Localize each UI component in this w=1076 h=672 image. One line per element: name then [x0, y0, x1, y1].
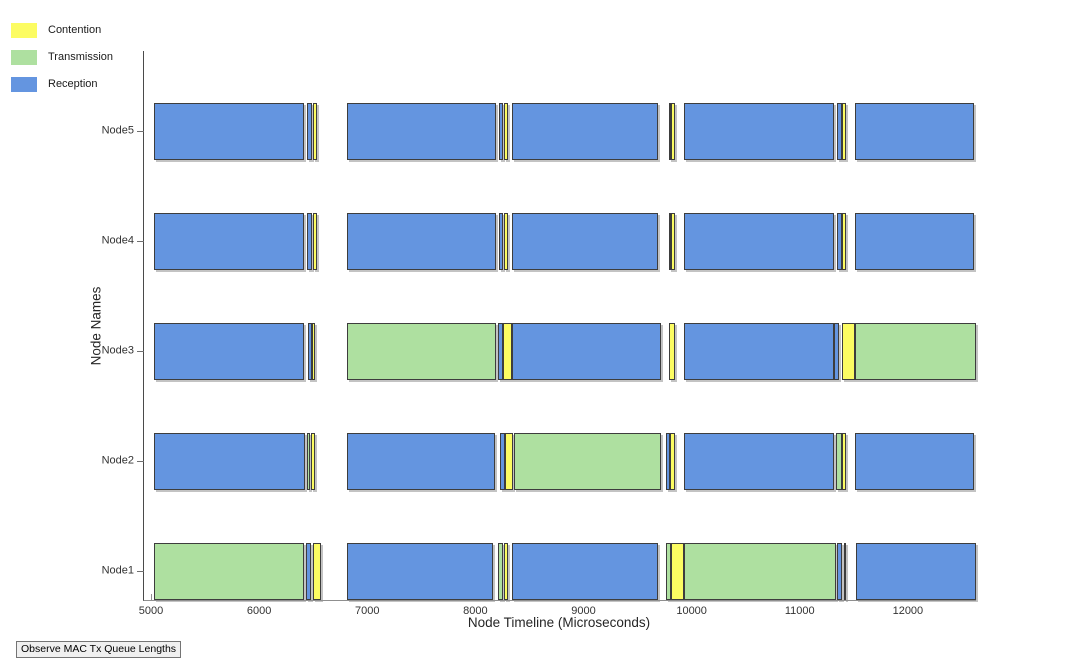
timeline-segment-contention: [841, 322, 855, 380]
timeline-segment-reception: [347, 102, 496, 160]
legend-item-label: Reception: [48, 78, 98, 90]
timeline-segment-reception: [512, 542, 659, 600]
timeline-segment-reception: [512, 102, 659, 160]
contention-swatch-icon: [11, 23, 37, 38]
timeline-segment-reception: [154, 322, 304, 380]
timeline-segment-reception: [154, 102, 304, 160]
timeline-segment-reception: [154, 432, 306, 490]
timeline-segment-reception: [854, 432, 974, 490]
timeline-segment-contention: [311, 322, 316, 380]
timeline-segment-transmission: [154, 542, 304, 600]
timeline-segment-reception: [684, 212, 834, 270]
timeline-segment-reception: [837, 212, 842, 270]
x-tick-label: 11000: [784, 605, 815, 617]
timeline-segment-contention: [502, 322, 513, 380]
timeline-segment-reception: [837, 542, 842, 600]
x-tick-label: 6000: [246, 605, 272, 617]
y-tick-mark: [137, 241, 144, 242]
timeline-segment-contention: [841, 432, 846, 490]
y-tick-mark: [137, 351, 144, 352]
y-tick-label-node5: Node5: [101, 124, 134, 137]
timeline-segment-contention: [670, 212, 675, 270]
timeline-segment-reception: [684, 322, 834, 380]
timeline-segment-contention: [670, 102, 675, 160]
x-tick-label: 7000: [355, 605, 380, 617]
transmission-swatch-icon: [11, 50, 37, 65]
y-axis-label: Node Names: [88, 286, 104, 366]
y-tick-label-node4: Node4: [101, 234, 134, 247]
timeline-segment-transmission: [513, 432, 661, 490]
timeline-segment-reception: [307, 322, 312, 380]
timeline-segment-contention: [841, 212, 846, 270]
x-tick-label: 5000: [138, 605, 164, 617]
y-tick-label-node2: Node2: [101, 454, 134, 467]
timeline-segment-contention: [669, 432, 675, 490]
plot-area: 5000 6000 7000 8000 9000 10000 11000 12000 Node5…: [102, 51, 976, 617]
timeline-segment-contention: [504, 212, 508, 270]
x-tick-label: 9000: [571, 605, 596, 617]
x-tick-mark: [151, 594, 153, 600]
timeline-segment-reception: [306, 212, 313, 270]
timeline-segment-transmission: [498, 542, 504, 600]
y-tick-mark: [137, 571, 144, 572]
timeline-segment-contention: [670, 542, 685, 600]
y-tick-mark: [137, 461, 144, 462]
timeline-segment-contention: [504, 102, 508, 160]
y-tick-mark: [137, 131, 144, 132]
timeline-segment-contention: [311, 432, 316, 490]
y-tick-label-node3: Node3: [101, 344, 134, 357]
y-tick-label-node1: Node1: [101, 564, 134, 577]
timeline-segment-transmission: [684, 542, 836, 600]
timeline-segment-reception: [855, 542, 976, 600]
timeline-segment-contention: [841, 102, 846, 160]
x-tick-label: 12000: [892, 605, 924, 617]
timeline-segment-reception: [854, 102, 974, 160]
timeline-segment-reception: [684, 432, 834, 490]
timeline-segment-reception: [668, 102, 671, 160]
legend-item-label: Contention: [48, 24, 102, 36]
timeline-segment-reception: [499, 212, 503, 270]
timeline-segment-transmission: [665, 542, 671, 600]
timeline-segment-transmission: [854, 322, 976, 380]
timeline-segment-reception: [512, 212, 659, 270]
timeline-segment-reception: [499, 432, 506, 490]
observe-mac-tx-queue-lengths-button[interactable]: Observe MAC Tx Queue Lengths: [16, 641, 182, 658]
timeline-segment-reception: [347, 542, 493, 600]
timeline-segment-reception: [684, 102, 834, 160]
timeline-segment-transmission: [306, 432, 310, 490]
timeline-segment-reception: [347, 212, 496, 270]
timeline-segment-contention: [844, 542, 847, 600]
legend-item-label: Transmission: [48, 51, 113, 63]
timeline-segment-reception: [512, 322, 661, 380]
timeline-segment-contention: [505, 432, 514, 490]
timeline-segment-contention: [313, 102, 317, 160]
timeline-segment-reception: [837, 102, 842, 160]
timeline-segment-contention: [312, 542, 321, 600]
reception-swatch-icon: [11, 77, 37, 92]
timeline-segment-transmission: [347, 322, 496, 380]
timeline-segment-contention: [313, 212, 317, 270]
timeline-segment-reception: [668, 212, 671, 270]
timeline-segment-reception: [834, 322, 839, 380]
x-axis-label: Node Timeline (Microseconds): [467, 615, 651, 630]
timeline-segment-reception: [306, 102, 313, 160]
timeline-segment-contention: [503, 542, 509, 600]
timeline-segment-reception: [306, 542, 312, 600]
x-tick-label: 8000: [463, 605, 488, 617]
timeline-segment-transmission: [835, 432, 842, 490]
timeline-segment-reception: [665, 432, 670, 490]
timeline-segment-reception: [347, 432, 495, 490]
timeline-segment-reception: [498, 322, 503, 380]
timeline-segment-reception: [154, 212, 304, 270]
timeline-segment-reception: [499, 102, 503, 160]
x-tick-label: 10000: [676, 605, 707, 617]
timeline-segment-reception: [854, 212, 974, 270]
timeline-segment-contention: [668, 322, 675, 380]
